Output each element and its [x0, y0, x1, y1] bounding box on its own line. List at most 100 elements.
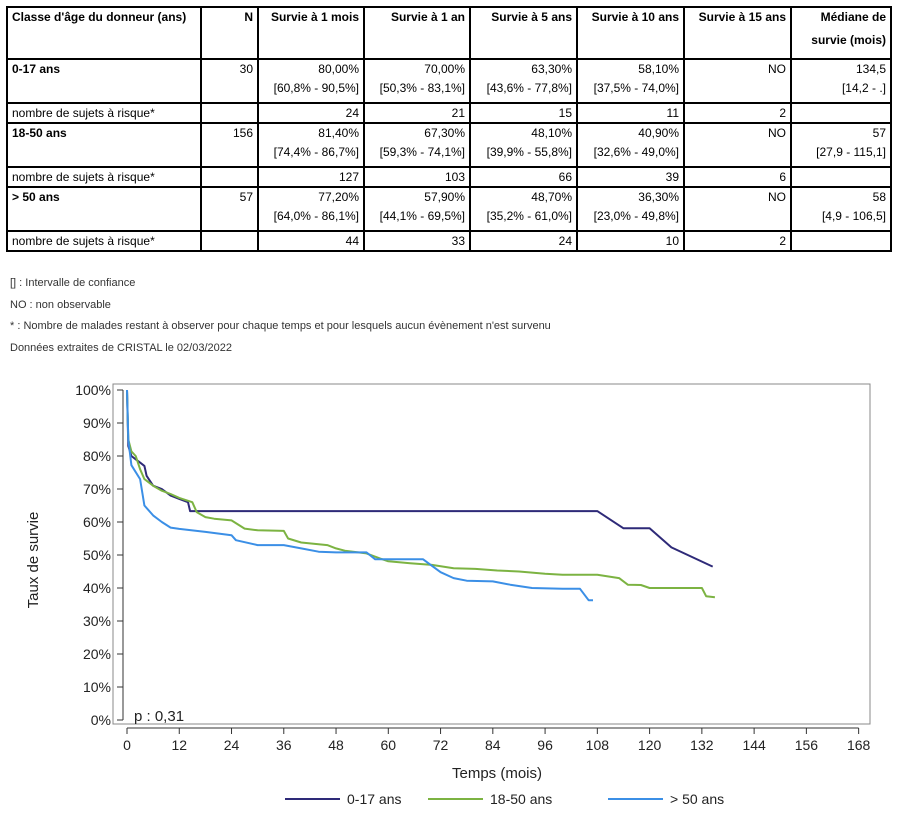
survival-cell: 67,30% [59,3% - 74,1%] [363, 122, 471, 168]
header-median-survival: Médiane de survie (mois) [790, 6, 892, 60]
survival-estimate: 67,30% [424, 126, 465, 140]
confidence-interval: [64,0% - 86,1%] [273, 209, 359, 223]
legend-label: 0-17 ans [347, 791, 401, 807]
notes: [] : Intervalle de confiance NO : non ob… [10, 276, 551, 362]
risk-n-blank [200, 102, 259, 124]
header-survival-1-month: Survie à 1 mois [257, 6, 365, 60]
survival-estimate: 36,30% [638, 190, 679, 204]
survival-cell: NO [683, 58, 792, 104]
risk-row: nombre de sujets à risque* 24 21 15 11 2 [6, 102, 892, 124]
risk-count: 127 [257, 166, 365, 188]
group-n: 156 [200, 122, 259, 168]
y-axis: 0% 10% 20% 30% 40% 50% 60% 70% 80% 90% 100% [75, 382, 124, 728]
survival-cell: 40,90% [32,6% - 49,0%] [576, 122, 685, 168]
series-lines [126, 389, 716, 602]
confidence-interval: [50,3% - 83,1%] [379, 81, 465, 95]
confidence-interval: [44,1% - 69,5%] [379, 209, 465, 223]
header-survival-1-year: Survie à 1 an [363, 6, 471, 60]
risk-count: 103 [363, 166, 471, 188]
survival-estimate: 57 [872, 126, 886, 140]
x-axis-title: Temps (mois) [452, 765, 542, 782]
confidence-interval: [35,2% - 61,0%] [486, 209, 572, 223]
y-tick-label: 100% [75, 382, 111, 398]
x-tick-label: 120 [638, 737, 662, 753]
risk-count: 2 [683, 230, 792, 252]
risk-row: nombre de sujets à risque* 44 33 24 10 2 [6, 230, 892, 252]
survival-cell: 80,00% [60,8% - 90,5%] [257, 58, 365, 104]
survival-estimate: 58,10% [638, 62, 679, 76]
x-tick-label: 108 [586, 737, 610, 753]
survival-cell: NO [683, 186, 792, 232]
x-tick-label: 84 [485, 737, 501, 753]
survival-cell: NO [683, 122, 792, 168]
risk-label: nombre de sujets à risque* [6, 166, 202, 188]
confidence-interval: [4,9 - 106,5] [821, 209, 886, 223]
y-tick-label: 0% [91, 712, 111, 728]
survival-cell: 63,30% [43,6% - 77,8%] [469, 58, 578, 104]
survival-cell: 48,10% [39,9% - 55,8%] [469, 122, 578, 168]
header-age-class: Classe d'âge du donneur (ans) [6, 6, 202, 60]
confidence-interval: [32,6% - 49,0%] [593, 145, 679, 159]
survival-estimate: NO [768, 126, 786, 140]
risk-label: nombre de sujets à risque* [6, 102, 202, 124]
survival-cell: 48,70% [35,2% - 61,0%] [469, 186, 578, 232]
x-tick-label: 156 [795, 737, 819, 753]
risk-label: nombre de sujets à risque* [6, 230, 202, 252]
p-value-annotation: p : 0,31 [134, 708, 184, 725]
confidence-interval: [14,2 - .] [841, 81, 886, 95]
table-body: 0-17 ans 30 80,00% [60,8% - 90,5%] 70,00% [50… [6, 58, 892, 252]
risk-count: 39 [576, 166, 685, 188]
survival-cell: 36,30% [23,0% - 49,8%] [576, 186, 685, 232]
group-n: 30 [200, 58, 259, 104]
survival-estimate: 77,20% [318, 190, 359, 204]
note-not-observable: NO : non observable [10, 298, 111, 311]
header-survival-10-years: Survie à 10 ans [576, 6, 685, 60]
risk-count: 24 [469, 230, 578, 252]
risk-count: 21 [363, 102, 471, 124]
y-tick-label: 60% [83, 514, 111, 530]
table-row: > 50 ans 57 77,20% [64,0% - 86,1%] 57,90% [44… [6, 186, 892, 232]
confidence-interval: [60,8% - 90,5%] [273, 81, 359, 95]
table-row: 0-17 ans 30 80,00% [60,8% - 90,5%] 70,00% [50… [6, 58, 892, 104]
survival-estimate: NO [768, 190, 786, 204]
y-tick-label: 40% [83, 580, 111, 596]
series-line-2 [126, 389, 593, 602]
risk-row: nombre de sujets à risque* 127 103 66 39 6 [6, 166, 892, 188]
x-tick-label: 132 [690, 737, 714, 753]
x-axis: 0 12 24 36 48 60 72 84 96 108 120 132 144 156 168 [123, 727, 871, 753]
legend: 0-17 ans 18-50 ans > 50 ans [285, 791, 724, 807]
survival-estimate: 40,90% [638, 126, 679, 140]
confidence-interval: [43,6% - 77,8%] [486, 81, 572, 95]
y-axis-title: Taux de survie [25, 512, 42, 609]
y-tick-label: 30% [83, 613, 111, 629]
x-tick-label: 0 [123, 737, 131, 753]
survival-chart: 0% 10% 20% 30% 40% 50% 60% 70% 80% 90% 100% 0 12 24 3… [25, 382, 871, 807]
survival-cell: 81,40% [74,4% - 86,7%] [257, 122, 365, 168]
group-n: 57 [200, 186, 259, 232]
risk-n-blank [200, 166, 259, 188]
note-data-source: Données extraites de CRISTAL le 02/03/20… [10, 341, 232, 354]
x-tick-label: 168 [847, 737, 871, 753]
confidence-interval: [37,5% - 74,0%] [593, 81, 679, 95]
confidence-interval: [39,9% - 55,8%] [486, 145, 572, 159]
x-tick-label: 36 [276, 737, 292, 753]
risk-count: 66 [469, 166, 578, 188]
table-header-row: Classe d'âge du donneur (ans) N Survie à… [6, 6, 892, 60]
survival-cell: 57,90% [44,1% - 69,5%] [363, 186, 471, 232]
risk-count [790, 230, 892, 252]
table-row: 18-50 ans 156 81,40% [74,4% - 86,7%] 67,30% [… [6, 122, 892, 168]
y-tick-label: 50% [83, 547, 111, 563]
x-tick-label: 24 [224, 737, 240, 753]
header-survival-5-years: Survie à 5 ans [469, 6, 578, 60]
x-tick-label: 60 [381, 737, 397, 753]
survival-cell: 58 [4,9 - 106,5] [790, 186, 892, 232]
risk-n-blank [200, 230, 259, 252]
confidence-interval: [27,9 - 115,1] [816, 145, 886, 159]
risk-count [790, 166, 892, 188]
age-group-label: > 50 ans [6, 186, 202, 232]
risk-count: 24 [257, 102, 365, 124]
y-tick-label: 80% [83, 448, 111, 464]
series-line-1 [126, 389, 716, 599]
survival-cell: 58,10% [37,5% - 74,0%] [576, 58, 685, 104]
y-tick-label: 20% [83, 646, 111, 662]
